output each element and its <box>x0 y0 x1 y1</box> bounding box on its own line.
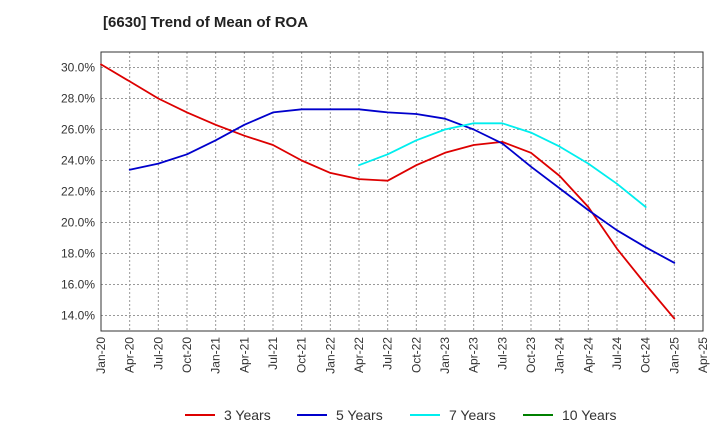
series-line-7-years <box>358 122 647 208</box>
x-tick-label: Apr-25 <box>696 337 710 373</box>
plot-frame <box>100 51 704 332</box>
y-tick-label: 16.0% <box>61 278 95 292</box>
y-tick-label: 20.0% <box>61 216 95 230</box>
legend-label: 10 Years <box>562 407 617 423</box>
y-tick-label: 26.0% <box>61 123 95 137</box>
x-tick-label: Jan-20 <box>94 337 108 374</box>
series-line-3-years <box>100 63 676 320</box>
x-tick-label: Jan-23 <box>438 337 452 374</box>
x-tick-label: Jan-22 <box>323 337 337 374</box>
x-tick-label: Jul-24 <box>610 337 624 370</box>
legend-label: 3 Years <box>224 407 271 423</box>
x-tick-label: Jan-25 <box>667 337 681 374</box>
chart-title: [6630] Trend of Mean of ROA <box>103 14 309 31</box>
x-tick-label: Jul-20 <box>151 337 165 370</box>
x-tick-label: Oct-23 <box>524 337 538 373</box>
y-tick-label: 30.0% <box>61 61 95 75</box>
y-tick-label: 14.0% <box>61 309 95 323</box>
x-tick-label: Oct-21 <box>295 337 309 373</box>
x-tick-label: Jul-21 <box>266 337 280 370</box>
x-tick-label: Apr-20 <box>123 337 137 373</box>
y-tick-label: 24.0% <box>61 154 95 168</box>
legend-label: 5 Years <box>336 407 383 423</box>
x-tick-label: Apr-21 <box>237 337 251 373</box>
series-line-5-years <box>128 108 676 264</box>
y-tick-label: 18.0% <box>61 247 95 261</box>
x-tick-label: Jan-21 <box>209 337 223 374</box>
x-tick-label: Apr-24 <box>581 337 595 373</box>
y-tick-label: 22.0% <box>61 185 95 199</box>
x-tick-label: Apr-22 <box>352 337 366 373</box>
x-tick-label: Jul-23 <box>495 337 509 370</box>
x-tick-label: Oct-24 <box>639 337 653 373</box>
legend-label: 7 Years <box>449 407 496 423</box>
x-tick-label: Oct-22 <box>409 337 423 373</box>
y-tick-label: 28.0% <box>61 92 95 106</box>
x-tick-label: Apr-23 <box>467 337 481 373</box>
x-tick-label: Jul-22 <box>381 337 395 370</box>
x-tick-label: Jan-24 <box>553 337 567 374</box>
x-tick-label: Oct-20 <box>180 337 194 373</box>
